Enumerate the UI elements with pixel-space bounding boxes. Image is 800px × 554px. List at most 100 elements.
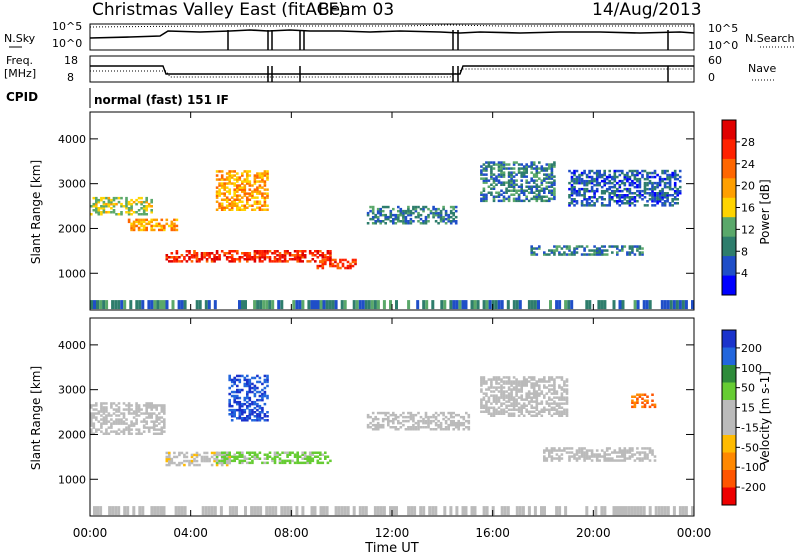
heatmap-cell — [324, 260, 327, 264]
heatmap-cell — [502, 402, 506, 405]
heatmap-cell — [515, 378, 518, 381]
heatmap-cell — [457, 421, 460, 425]
heatmap-cell — [215, 174, 219, 177]
heatmap-cell — [203, 254, 206, 257]
heatmap-cell — [507, 197, 511, 201]
heatmap-cell — [548, 173, 551, 176]
heatmap-cell — [293, 256, 297, 259]
heatmap-cell — [142, 228, 146, 232]
heatmap-cell — [246, 384, 249, 388]
heatmap-cell — [646, 173, 649, 177]
heatmap-cell — [251, 196, 254, 199]
heatmap-cell — [241, 208, 244, 211]
heatmap-cell — [303, 250, 307, 253]
heatmap-cell — [437, 207, 440, 211]
heatmap-cell — [258, 394, 262, 398]
heatmap-cell — [480, 193, 483, 196]
heatmap-cell — [324, 258, 327, 262]
heatmap-cell — [263, 254, 267, 257]
heatmap-cell — [142, 218, 146, 222]
heatmap-cell — [152, 404, 156, 407]
heatmap-cell — [502, 386, 506, 389]
heatmap-cell — [480, 388, 483, 391]
heatmap-cell — [520, 412, 523, 415]
heatmap-cell — [434, 428, 438, 431]
heatmap-cell — [253, 415, 257, 418]
heatmap-cell — [158, 404, 161, 407]
heatmap-cell — [102, 202, 106, 206]
heatmap-cell — [467, 421, 471, 425]
heatmap-cell — [585, 189, 589, 193]
heatmap-cell — [444, 211, 448, 215]
heatmap-cell — [261, 192, 264, 195]
heatmap-cell — [173, 258, 176, 261]
heatmap-cell — [175, 228, 179, 232]
heatmap-cell — [228, 190, 231, 193]
heatmap-cell — [399, 209, 403, 213]
heatmap-cell — [135, 202, 138, 206]
heatmap-cell — [140, 408, 143, 411]
heatmap-cell — [414, 428, 418, 431]
heatmap-cell — [215, 258, 219, 261]
heatmap-cell — [395, 506, 398, 516]
heatmap-cell — [261, 256, 264, 259]
heatmap-cell — [673, 171, 677, 175]
heatmap-cell — [603, 192, 606, 195]
heatmap-cell — [507, 378, 511, 381]
nsky-label: N.Sky — [4, 32, 36, 45]
heatmap-cell — [238, 388, 242, 392]
noise-panel-frame — [89, 23, 695, 51]
heatmap-cell — [307, 300, 311, 310]
heatmap-cell — [190, 459, 194, 463]
heatmap-cell — [578, 181, 581, 185]
heatmap-cell — [608, 179, 611, 183]
heatmap-cell — [122, 412, 126, 415]
heatmap-cell — [140, 196, 143, 200]
heatmap-cell — [354, 258, 357, 262]
heatmap-cell — [653, 198, 657, 201]
heatmap-cell — [397, 419, 400, 423]
y-tick-label: 1000 — [58, 473, 86, 486]
heatmap-cell — [653, 192, 657, 195]
heatmap-cell — [648, 449, 652, 452]
heatmap-cell — [256, 404, 259, 408]
heatmap-cell — [130, 422, 133, 425]
heatmap-cell — [618, 451, 622, 454]
heatmap-cell — [673, 173, 677, 177]
heatmap-cell — [241, 374, 244, 378]
heatmap-cell — [510, 177, 513, 180]
heatmap-cell — [117, 402, 121, 405]
heatmap-cell — [600, 189, 604, 193]
heatmap-cell — [241, 408, 244, 412]
heatmap-cell — [520, 390, 523, 393]
heatmap-cell — [605, 175, 609, 179]
heatmap-cell — [500, 181, 503, 184]
heatmap-cell — [228, 457, 231, 461]
heatmap-cell — [346, 506, 350, 516]
heatmap-cell — [633, 192, 637, 195]
heatmap-cell — [414, 205, 418, 209]
heatmap-cell — [258, 192, 262, 195]
heatmap-cell — [266, 174, 269, 177]
heatmap-cell — [190, 455, 194, 459]
heatmap-cell — [643, 393, 647, 396]
heatmap-cell — [183, 459, 186, 463]
heatmap-cell — [540, 378, 544, 381]
heatmap-cell — [336, 262, 340, 266]
heatmap-cell — [251, 408, 254, 412]
heatmap-cell — [349, 264, 352, 268]
heatmap-cell — [452, 300, 456, 310]
heatmap-cell — [485, 169, 488, 172]
heatmap-cell — [691, 506, 694, 516]
heatmap-cell — [585, 198, 589, 201]
heatmap-cell — [442, 205, 445, 209]
heatmap-cell — [641, 247, 644, 250]
heatmap-cell — [334, 258, 337, 262]
heatmap-cell — [583, 194, 586, 197]
heatmap-cell — [412, 426, 415, 429]
heatmap-cell — [636, 249, 639, 252]
heatmap-cell — [394, 413, 398, 417]
heatmap-cell — [150, 200, 153, 204]
heatmap-cell — [127, 412, 131, 415]
nave-tick-bottom: 0 — [708, 71, 715, 84]
